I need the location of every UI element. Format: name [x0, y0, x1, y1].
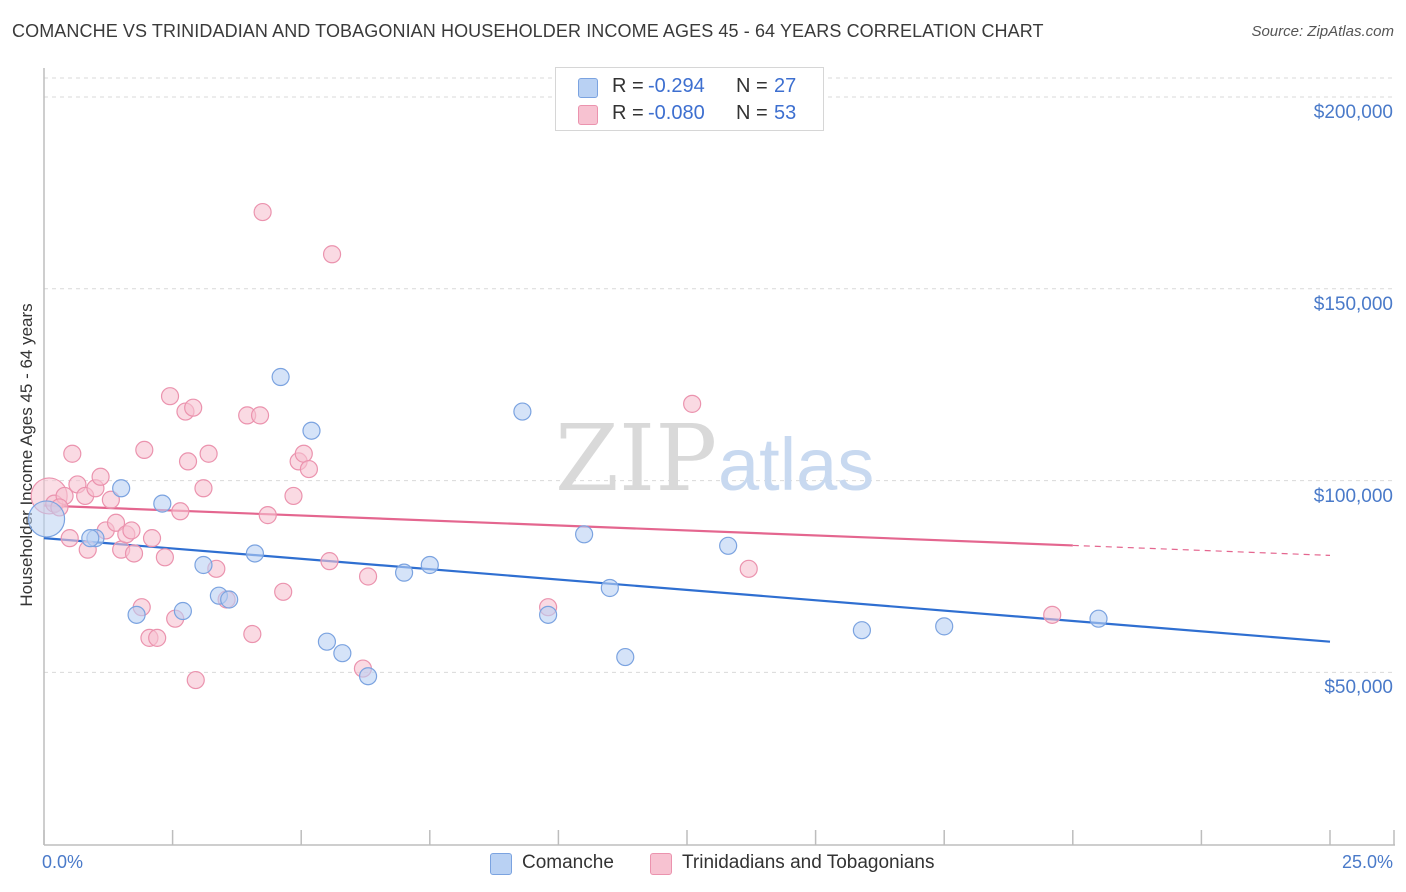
comanche-point	[358, 667, 378, 686]
trinidadian-point	[101, 490, 120, 509]
trinidadian-point	[243, 624, 262, 644]
comanche-point	[935, 617, 954, 636]
trinidadian-point	[274, 582, 293, 601]
legend-r-value: -0.080	[648, 102, 705, 124]
trinidadian-point	[184, 398, 203, 417]
trinidadian-point	[199, 444, 218, 463]
trinidadian-point	[299, 459, 319, 479]
trinidadian-point	[171, 502, 190, 521]
comanche-point	[317, 632, 337, 651]
y-tick-label: $150,000	[1313, 293, 1393, 315]
y-tick-label: $100,000	[1313, 485, 1393, 507]
trinidadian-point	[91, 467, 110, 486]
legend-swatch-trinidadian	[578, 105, 598, 125]
trinidadian-point	[250, 406, 270, 425]
trinidadian-point	[142, 529, 162, 548]
trinidadian-point	[122, 521, 141, 540]
chart-title: COMANCHE VS TRINIDADIAN AND TOBAGONIAN H…	[12, 21, 1044, 41]
legend-n-label: N =	[736, 102, 768, 124]
trinidadian-point	[186, 670, 205, 690]
trinidadian-point	[194, 479, 213, 498]
trend-line-0	[43, 537, 1331, 643]
comanche-point	[271, 367, 290, 387]
comanche-point	[600, 578, 619, 598]
legend-r-label: R =	[612, 102, 644, 124]
trinidadian-point	[160, 387, 180, 406]
comanche-point	[245, 544, 265, 563]
series-label-trinidadian: Trinidadians and Tobagonians	[682, 852, 935, 873]
comanche-point	[575, 525, 594, 544]
x-tick-label-min: 0.0%	[42, 852, 84, 872]
trinidadian-point	[1043, 605, 1062, 624]
trend-layer	[43, 504, 1331, 643]
comanche-point	[513, 402, 532, 421]
legend-swatch-comanche	[578, 78, 598, 98]
trinidadian-point	[320, 552, 339, 571]
comanche-point	[302, 421, 321, 440]
grid-layer	[44, 77, 1395, 673]
comanche-point	[719, 536, 738, 555]
trinidadian-point	[322, 245, 342, 264]
comanche-point	[173, 601, 192, 621]
legend-n-value: 53	[774, 102, 797, 124]
comanche-point	[616, 647, 635, 667]
trinidadian-point	[739, 559, 758, 578]
watermark-zip: ZIP	[555, 405, 717, 512]
comanche-point	[127, 605, 146, 624]
comanche-point	[81, 529, 100, 548]
trinidadian-point	[106, 513, 126, 532]
watermark-atlas: atlas	[718, 423, 874, 506]
correlation-legend: R = -0.294 N = 27 R = -0.080 N = 53	[555, 67, 824, 131]
comanche-point	[220, 590, 239, 609]
trinidadian-point	[284, 486, 303, 506]
series-legend: Comanche Trinidadians and Tobagonians	[0, 852, 1406, 878]
point-layer	[27, 202, 1108, 690]
trinidadian-point	[258, 506, 277, 525]
legend-n-value: 27	[774, 75, 797, 97]
trinidadian-point	[124, 544, 144, 563]
comanche-point	[194, 555, 213, 575]
comanche-point	[27, 500, 66, 538]
x-tick-label-max: 25.0%	[1341, 852, 1393, 872]
trend-line-extension-1	[1072, 544, 1331, 556]
comanche-point	[333, 644, 352, 663]
trinidadian-point	[60, 529, 79, 548]
legend-r-label: R =	[612, 75, 644, 97]
trinidadian-point	[683, 394, 702, 413]
trinidadian-point	[294, 444, 313, 463]
chart-source: Source: ZipAtlas.com	[1251, 23, 1394, 40]
comanche-point	[112, 479, 131, 498]
watermark-layer: ZIP atlas	[555, 405, 874, 512]
trinidadian-point	[135, 440, 154, 460]
legend-n-label: N =	[736, 75, 768, 97]
trinidadian-point	[358, 567, 378, 586]
trinidadian-point	[155, 548, 174, 567]
trinidadian-point	[148, 628, 167, 647]
comanche-point	[153, 494, 172, 513]
series-swatch-trinidadian	[650, 853, 672, 875]
y-tick-label: $200,000	[1313, 102, 1393, 123]
comanche-point	[852, 621, 871, 640]
comanche-point	[539, 605, 558, 624]
legend-r-value: -0.294	[648, 75, 705, 97]
y-tick-label: $50,000	[1324, 677, 1393, 699]
trinidadian-point	[178, 452, 198, 471]
comanche-point	[394, 563, 414, 582]
trend-line-1	[43, 504, 1073, 547]
axis-layer	[43, 68, 1395, 846]
trinidadian-point	[253, 202, 272, 222]
trinidadian-point	[63, 444, 82, 463]
series-label-comanche: Comanche	[522, 852, 614, 873]
comanche-point	[420, 555, 439, 575]
comanche-point	[1089, 609, 1108, 628]
series-swatch-comanche	[490, 853, 512, 875]
